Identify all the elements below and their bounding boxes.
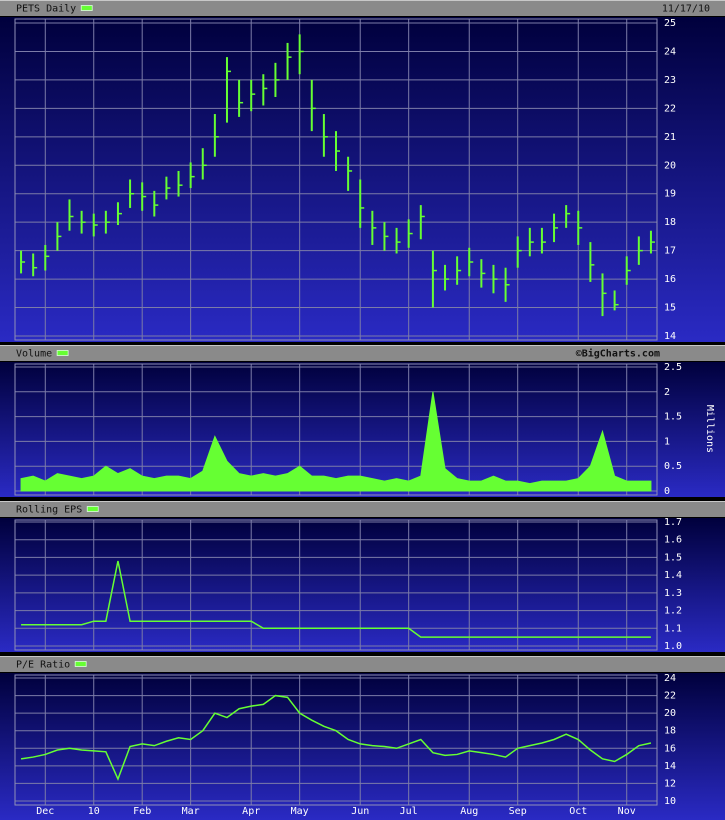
panel-background [0, 673, 725, 820]
y-tick-label: 1.4 [664, 570, 682, 581]
x-tick-label: Dec [36, 806, 54, 817]
y-tick-label: 1.7 [664, 517, 682, 528]
x-tick-label: Apr [242, 806, 260, 817]
y-tick-label: 0 [664, 486, 670, 497]
legend-swatch [56, 350, 69, 356]
panel-background [0, 17, 725, 342]
y-tick-label: 23 [664, 75, 676, 86]
legend-swatch [74, 661, 87, 667]
y-tick-label: 1.5 [664, 412, 682, 423]
panel-background [0, 518, 725, 652]
x-tick-label: Sep [509, 806, 527, 817]
y-tick-label: 22 [664, 691, 676, 702]
y-tick-label: 1.5 [664, 552, 682, 563]
y-tick-label: 1.2 [664, 606, 682, 617]
x-tick-label: Aug [460, 806, 478, 817]
panel-title: Rolling EPS [16, 505, 82, 516]
panel-header [0, 501, 725, 517]
y-tick-label: 24 [664, 46, 676, 57]
y-tick-label: 10 [664, 796, 676, 807]
volume-area [20, 391, 652, 492]
y-tick-label: 20 [664, 708, 676, 719]
y-tick-label: 24 [664, 673, 676, 684]
y-tick-label: 1.6 [664, 535, 682, 546]
y-tick-label: 1 [664, 436, 670, 447]
y-tick-label: 14 [664, 761, 676, 772]
y-tick-label: 18 [664, 726, 676, 737]
panel-title: PETS Daily [16, 4, 76, 15]
x-tick-label: Oct [569, 806, 587, 817]
chart-date: 11/17/10 [662, 4, 710, 15]
y-tick-label: 15 [664, 303, 676, 314]
panel-header [0, 656, 725, 672]
y-tick-label: 16 [664, 274, 676, 285]
panel-header [0, 345, 725, 361]
series-line [21, 560, 651, 638]
x-tick-label: Jun [351, 806, 369, 817]
y-tick-label: 1.3 [664, 588, 682, 599]
x-tick-label: May [291, 806, 309, 817]
x-tick-label: 10 [88, 806, 100, 817]
plot-frame [14, 519, 658, 651]
panel-header [0, 0, 725, 16]
y-tick-label: 1.1 [664, 623, 682, 634]
y-tick-label: 12 [664, 778, 676, 789]
y-tick-label: 25 [664, 18, 676, 29]
y-tick-label: 21 [664, 132, 676, 143]
y-tick-label: 20 [664, 160, 676, 171]
x-tick-label: Nov [618, 806, 636, 817]
legend-swatch [80, 5, 93, 11]
legend-swatch [86, 506, 99, 512]
plot-frame [14, 18, 658, 341]
y-tick-label: 2 [664, 387, 670, 398]
y-tick-label: 14 [664, 331, 676, 342]
y-tick-label: 18 [664, 217, 676, 228]
series-line [20, 694, 652, 782]
y-tick-label: 2.5 [664, 362, 682, 373]
y-tick-label: 17 [664, 246, 676, 257]
y-tick-label: 22 [664, 103, 676, 114]
x-tick-label: Feb [133, 806, 151, 817]
y-tick-label: 0.5 [664, 461, 682, 472]
y-axis-label: Millions [704, 405, 715, 453]
x-tick-label: Mar [182, 806, 200, 817]
y-tick-label: 1.0 [664, 641, 682, 652]
x-tick-label: Jul [400, 806, 418, 817]
plot-frame [14, 674, 658, 806]
plot-frame [14, 363, 658, 496]
panel-title: P/E Ratio [16, 660, 70, 671]
panel-title: Volume [16, 349, 52, 360]
y-tick-label: 19 [664, 189, 676, 200]
y-tick-label: 16 [664, 743, 676, 754]
credit: ©BigCharts.com [576, 348, 660, 360]
